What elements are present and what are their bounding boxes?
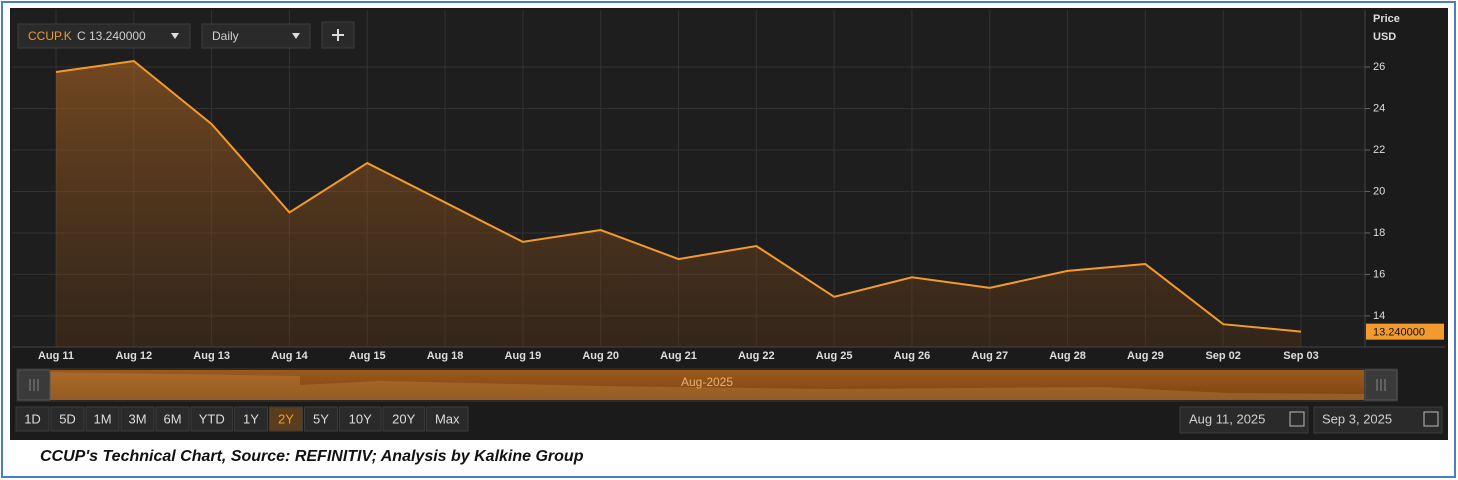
- range-button-label: 5Y: [313, 411, 329, 426]
- range-button[interactable]: [234, 406, 268, 432]
- interval: Daily: [212, 29, 239, 43]
- navigator-label: Aug-2025: [681, 375, 733, 389]
- range-button[interactable]: [120, 406, 155, 432]
- range-button[interactable]: [85, 406, 120, 432]
- quote: C 13.240000: [77, 29, 146, 43]
- x-tick-label: Aug 28: [1049, 350, 1086, 362]
- x-tick-label: Aug 19: [505, 350, 542, 362]
- range-button-label: 1M: [93, 411, 111, 426]
- x-tick-label: Aug 14: [271, 350, 309, 362]
- dropdown-arrow: [292, 33, 300, 39]
- range-button[interactable]: [15, 406, 50, 432]
- y-tick-label: 16: [1373, 268, 1385, 280]
- x-tick-label: Aug 18: [427, 350, 464, 362]
- navigator-series: [50, 372, 1364, 400]
- ticker: CCUP.K: [28, 29, 72, 43]
- y-axis-unit: USD: [1373, 31, 1396, 43]
- range-button-label: 3M: [128, 411, 146, 426]
- x-tick-label: Sep 02: [1205, 350, 1240, 362]
- x-tick-label: Aug 21: [660, 350, 697, 362]
- interval-select[interactable]: [201, 23, 311, 49]
- y-tick-label: 18: [1373, 227, 1385, 239]
- x-tick-label: Aug 12: [115, 350, 152, 362]
- range-button[interactable]: [269, 406, 303, 432]
- range-button[interactable]: [382, 406, 425, 432]
- range-button[interactable]: [426, 406, 469, 432]
- x-tick-label: Aug 27: [971, 350, 1008, 362]
- x-tick-label: Aug 11: [38, 350, 74, 362]
- navigator-handle[interactable]: [1364, 369, 1398, 401]
- range-button[interactable]: [50, 406, 85, 432]
- y-tick-label: 22: [1373, 144, 1385, 156]
- y-axis-label: Price: [1373, 13, 1400, 25]
- y-tick-label: 14: [1373, 310, 1385, 322]
- calendar-icon[interactable]: [1423, 411, 1439, 427]
- x-tick-label: Aug 29: [1127, 350, 1164, 362]
- range-button-label: 1Y: [243, 411, 259, 426]
- range-button-label: 10Y: [349, 411, 372, 426]
- last-price-box: [1366, 323, 1444, 340]
- range-button[interactable]: [339, 406, 382, 432]
- y-tick-label: 26: [1373, 61, 1385, 73]
- x-tick-label: Aug 25: [816, 350, 853, 362]
- range-button-label: 6M: [163, 411, 181, 426]
- date-to-text: Sep 3, 2025: [1322, 411, 1392, 426]
- range-button[interactable]: [304, 406, 338, 432]
- x-tick-label: Aug 26: [894, 350, 931, 362]
- range-button-label: 20Y: [392, 411, 415, 426]
- x-tick-label: Aug 20: [582, 350, 619, 362]
- range-button-label: YTD: [199, 411, 225, 426]
- y-tick-label: 20: [1373, 185, 1385, 197]
- range-button-label: 5D: [59, 411, 76, 426]
- plus-icon: [332, 29, 344, 41]
- grip: [29, 379, 1386, 391]
- dropdown-arrow: [171, 33, 179, 39]
- range-button-label: Max: [435, 411, 460, 426]
- range-button[interactable]: [190, 406, 233, 432]
- x-tick-label: Aug 22: [738, 350, 775, 362]
- y-tick-label: 24: [1373, 102, 1385, 114]
- area: [56, 61, 1301, 348]
- date-to[interactable]: [1313, 406, 1443, 434]
- date-from[interactable]: [1179, 406, 1309, 434]
- caption: CCUP's Technical Chart, Source: REFINITI…: [40, 448, 584, 465]
- range-button-label: 1D: [24, 411, 41, 426]
- calendar-icon[interactable]: [1289, 411, 1305, 427]
- last-price-label: 13.240000: [1373, 327, 1425, 339]
- navigator-window[interactable]: [50, 370, 1364, 400]
- range-button[interactable]: [155, 406, 190, 432]
- ticker-box[interactable]: [17, 23, 191, 49]
- line: [55, 59, 1302, 333]
- range-button-label: 2Y: [278, 411, 294, 426]
- x-tick-label: Sep 03: [1283, 350, 1318, 362]
- add-button[interactable]: [321, 21, 355, 49]
- x-tick-label: Aug 13: [193, 350, 230, 362]
- x-tick-label: Aug 15: [349, 350, 386, 362]
- date-from-text: Aug 11, 2025: [1189, 411, 1265, 426]
